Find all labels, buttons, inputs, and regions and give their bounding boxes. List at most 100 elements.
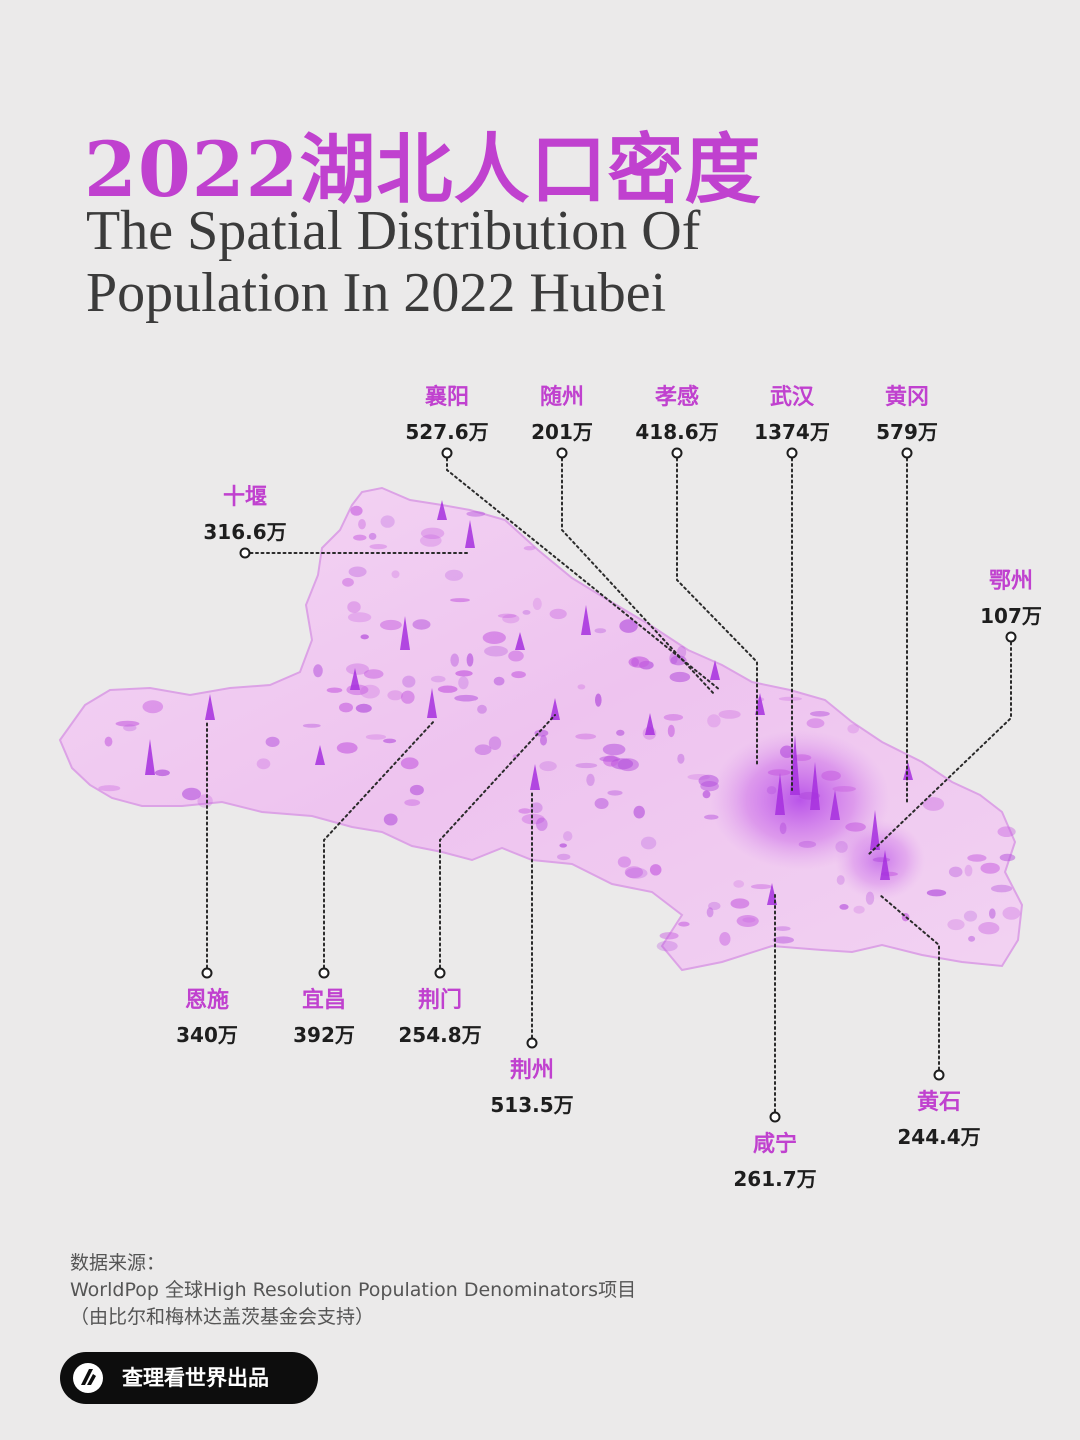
density-blotch xyxy=(539,761,557,772)
city-population-huanggang: 579万 xyxy=(876,420,938,444)
density-blotch xyxy=(265,736,280,748)
density-blotch xyxy=(450,598,470,603)
density-blotch xyxy=(256,758,271,770)
density-blotch xyxy=(733,880,745,888)
density-blotch xyxy=(420,527,445,539)
brand-text: 查理看世界出品 xyxy=(122,1366,269,1390)
city-label-ezhou: 鄂州 107万 xyxy=(931,567,1080,631)
density-peaks xyxy=(145,500,913,905)
density-peak xyxy=(767,883,777,905)
density-blotch xyxy=(365,734,386,740)
city-label-wuhan: 武汉 1374万 xyxy=(712,383,872,447)
city-label-huanggang: 黄冈 579万 xyxy=(827,383,987,447)
density-blotch xyxy=(751,884,772,890)
density-blotch xyxy=(624,866,644,879)
city-name-suizhou: 随州 xyxy=(539,385,584,410)
density-blotch xyxy=(302,723,321,728)
density-blotch xyxy=(607,790,623,796)
density-blotch xyxy=(444,569,464,581)
page-title-english: The Spatial Distribution Of Population I… xyxy=(86,200,806,324)
leader-anchor-enshi xyxy=(201,967,213,979)
density-blotch xyxy=(511,671,526,679)
density-blotch xyxy=(360,634,369,640)
density-blotch xyxy=(347,601,361,613)
density-peak xyxy=(550,698,560,720)
leader-anchor-yichang xyxy=(318,967,330,979)
city-population-xiangyang: 527.6万 xyxy=(405,420,489,444)
leader-anchor-suizhou xyxy=(556,447,568,459)
density-blotch xyxy=(142,700,164,714)
density-blotch xyxy=(412,619,431,630)
density-blotch xyxy=(482,631,506,644)
density-blotch xyxy=(557,853,571,861)
density-blotch xyxy=(963,910,978,922)
density-blotch xyxy=(477,704,487,714)
density-blotch xyxy=(358,519,366,530)
brand-badge: 查理看世界出品 xyxy=(60,1352,318,1404)
leader-anchor-wuhan xyxy=(786,447,798,459)
city-population-suizhou: 201万 xyxy=(531,420,593,444)
density-blotch xyxy=(563,831,573,842)
density-blotch xyxy=(409,784,424,796)
city-population-ezhou: 107万 xyxy=(980,604,1042,628)
density-blotch xyxy=(518,808,532,814)
density-blotch xyxy=(594,798,609,809)
density-blotch xyxy=(832,786,856,792)
density-blotch xyxy=(989,908,996,919)
density-blotch xyxy=(455,670,473,677)
density-blotch xyxy=(991,884,1013,893)
density-blotch xyxy=(400,757,419,770)
density-blotch xyxy=(437,685,458,693)
density-blotch xyxy=(346,663,369,675)
density-blotch xyxy=(488,736,502,750)
density-blotch xyxy=(835,841,848,853)
density-blotch xyxy=(577,684,586,690)
density-blotch xyxy=(532,597,542,611)
density-peak xyxy=(755,693,765,715)
leader-anchor-xiangyang xyxy=(441,447,453,459)
city-name-huanggang: 黄冈 xyxy=(884,385,929,410)
density-peak xyxy=(775,773,785,815)
density-blotch xyxy=(633,805,645,819)
density-blotch xyxy=(575,733,597,740)
density-blotch xyxy=(806,718,825,729)
density-blotch xyxy=(669,671,691,683)
density-blotch xyxy=(595,693,602,707)
density-peak xyxy=(465,520,475,548)
density-blotch xyxy=(182,787,201,801)
density-blotch xyxy=(708,901,721,911)
density-peak xyxy=(581,605,591,635)
leader-line-xiangyang xyxy=(446,452,721,691)
density-blotch xyxy=(678,921,690,927)
density-blotch xyxy=(380,515,395,528)
density-blotch xyxy=(778,696,803,701)
density-blotch xyxy=(847,724,859,734)
density-blotch xyxy=(348,566,367,578)
city-population-huangshi: 244.4万 xyxy=(897,1125,981,1149)
density-blotch xyxy=(521,813,545,825)
city-label-xiaogan: 孝感 418.6万 xyxy=(597,383,757,447)
density-blotch xyxy=(616,729,625,736)
city-label-jingmen: 荆门 254.8万 xyxy=(360,986,520,1050)
density-blotch xyxy=(775,926,791,931)
density-blotch xyxy=(336,742,358,754)
leader-anchor-huangshi xyxy=(933,1069,945,1081)
density-blotch xyxy=(602,743,626,756)
density-blotch xyxy=(698,774,719,788)
leader-anchor-huanggang xyxy=(901,447,913,459)
leader-anchor-jingzhou xyxy=(526,1037,538,1049)
leader-line-huangshi xyxy=(879,894,940,1076)
city-name-huangshi: 黄石 xyxy=(916,1090,961,1115)
density-blotch xyxy=(821,770,841,781)
density-peak xyxy=(645,713,655,735)
density-blotch xyxy=(383,738,397,744)
density-peak xyxy=(515,632,525,650)
density-blotch xyxy=(522,610,531,615)
city-population-xianning: 261.7万 xyxy=(733,1167,817,1191)
density-blotch xyxy=(466,511,486,517)
density-blotch xyxy=(625,867,648,879)
leader-line-jingmen xyxy=(439,714,556,974)
density-texture xyxy=(98,505,1021,952)
province-shape xyxy=(58,486,1024,972)
density-blotch xyxy=(1002,906,1021,920)
